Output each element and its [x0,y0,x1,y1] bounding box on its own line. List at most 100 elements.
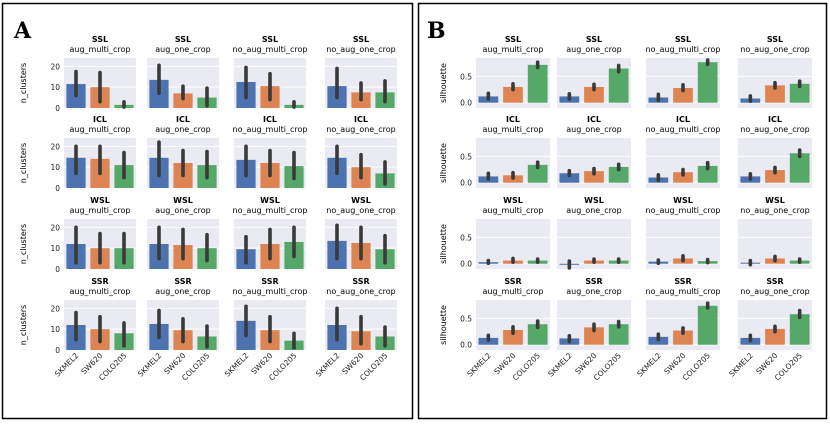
subplot-setting-title: aug_one_crop [155,45,210,54]
y-tick-label: 10 [50,163,60,172]
bar-skmel2 [559,173,580,183]
y-tick-label: 0 [55,104,60,113]
subplot-setting-title: no_aug_multi_crop [233,125,308,134]
bar-colo205 [789,153,810,183]
subplot-method-title: WSL [90,196,110,205]
subplot-method-title: WSL [351,196,371,205]
subplot-setting-title: no_aug_one_crop [740,45,809,54]
subplot-setting-title: no_aug_multi_crop [233,45,308,54]
subplot-setting-title: no_aug_multi_crop [233,206,308,215]
subplot-setting-title: no_aug_one_crop [740,206,809,215]
y-tick-label: 0.0 [460,99,472,108]
subplot-setting-title: aug_multi_crop [483,287,544,296]
y-tick-label: 0.0 [460,179,472,188]
panel-a-plots: SSLaug_multi_crop01020n_clustersSSLaug_o… [19,35,397,382]
y-tick-label: 0.5 [460,72,472,81]
bar-colo205 [697,62,718,103]
y-axis-label: n_clusters [19,224,28,264]
subplot-setting-title: aug_multi_crop [70,125,131,134]
bar-sw620 [584,171,604,183]
bar-sw620 [584,327,604,345]
subplot-setting-title: aug_one_crop [155,287,210,296]
bar-sw620 [503,330,523,345]
subplot-method-title: ICL [676,115,690,124]
subplot-method-title: ICL [768,115,782,124]
subplot-setting-title: no_aug_multi_crop [233,287,308,296]
subplot-setting-title: aug_one_crop [566,287,621,296]
subplot-setting-title: no_aug_one_crop [740,125,809,134]
subplot-method-title: WSL [173,196,193,205]
subplot-setting-title: aug_multi_crop [70,206,131,215]
y-tick-label: 0.5 [460,233,472,242]
subplot-method-title: SSR [352,277,369,286]
subplot-setting-title: no_aug_multi_crop [646,206,721,215]
subplot-method-title: SSR [261,277,278,286]
subplot-method-title: ICL [263,115,277,124]
subplot-method-title: SSR [504,277,521,286]
subplot-method-title: WSL [260,196,280,205]
subplot-setting-title: no_aug_one_crop [326,206,395,215]
subplot-method-title: SSR [674,277,691,286]
bar-sw620 [673,88,693,103]
subplot-setting-title: no_aug_multi_crop [646,287,721,296]
y-tick-label: 20 [50,223,60,232]
bar-colo205 [789,314,810,345]
y-tick-label: 0.5 [460,152,472,161]
subplot-setting-title: aug_one_crop [566,206,621,215]
bar-colo205 [608,166,629,183]
subplot-setting-title: aug_multi_crop [483,206,544,215]
subplot-method-title: SSL [675,35,691,44]
subplot-method-title: SSL [505,35,521,44]
y-axis-label: n_clusters [19,305,28,345]
bar-colo205 [697,165,718,183]
subplot-method-title: ICL [93,115,107,124]
y-tick-label: 10 [50,83,60,92]
y-tick-label: 10 [50,244,60,253]
y-tick-label: 20 [50,304,60,313]
y-tick-label: 0.5 [460,314,472,323]
subplot-setting-title: no_aug_one_crop [326,125,395,134]
subplot-method-title: ICL [354,115,368,124]
bar-colo205 [697,305,718,345]
subplot-method-title: SSR [174,277,191,286]
subplot-method-title: WSL [765,196,785,205]
y-axis-label: silhouette [439,305,448,345]
subplot-method-title: ICL [587,115,601,124]
subplot-method-title: SSR [585,277,602,286]
subplot-method-title: SSL [262,35,278,44]
subplot-method-title: ICL [176,115,190,124]
subplot-setting-title: no_aug_multi_crop [646,125,721,134]
y-tick-label: 0.0 [460,260,472,269]
subplot-method-title: SSR [91,277,108,286]
bar-sw620 [765,85,785,103]
y-axis-label: silhouette [439,63,448,103]
subplot-setting-title: aug_one_crop [566,125,621,134]
bar-sw620 [673,330,693,345]
subplot-setting-title: aug_one_crop [155,206,210,215]
subplot-method-title: WSL [673,196,693,205]
subplot-method-title: WSL [503,196,523,205]
subplot-method-title: SSL [92,35,108,44]
subplot-setting-title: aug_one_crop [155,125,210,134]
subplot-setting-title: no_aug_one_crop [326,287,395,296]
bar-colo205 [608,68,629,103]
bar-colo205 [789,83,810,103]
